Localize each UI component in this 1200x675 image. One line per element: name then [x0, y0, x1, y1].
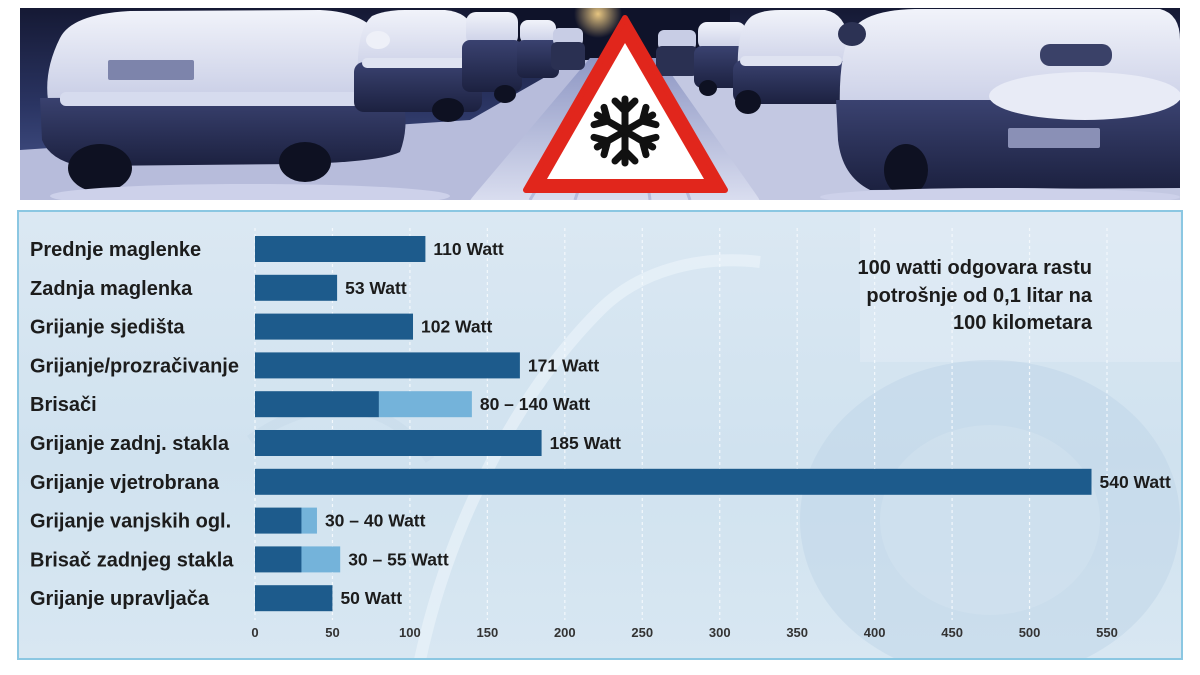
- car: [517, 20, 559, 78]
- car: [656, 30, 698, 76]
- category-label: Grijanje zadnj. stakla: [30, 433, 230, 455]
- bar-range: [301, 507, 317, 534]
- category-label: Prednje maglenke: [30, 239, 201, 261]
- value-label: 50 Watt: [340, 588, 402, 608]
- category-label: Brisač zadnjeg stakla: [30, 549, 234, 571]
- bar: [255, 236, 426, 262]
- bar: [255, 313, 414, 340]
- warning-sign: [523, 15, 728, 193]
- bar: [255, 430, 542, 456]
- category-label: Grijanje sjedišta: [30, 317, 185, 339]
- bar: [255, 391, 379, 418]
- category-label: Zadnja maglenka: [30, 278, 193, 300]
- value-label: 185 Watt: [550, 433, 621, 453]
- category-label: Grijanje upravljača: [30, 588, 210, 610]
- x-tick-label: 200: [554, 625, 576, 640]
- bar: [255, 507, 302, 534]
- banner-photo: [20, 8, 1180, 200]
- bar: [255, 274, 338, 301]
- value-label: 171 Watt: [528, 355, 599, 375]
- annotation-line: potrošnje od 0,1 litar na: [866, 285, 1092, 307]
- bar-range: [378, 391, 472, 418]
- value-label: 110 Watt: [433, 239, 504, 259]
- car: [733, 10, 848, 114]
- car: [551, 28, 585, 70]
- bar: [255, 585, 333, 612]
- bar: [255, 352, 520, 379]
- ground-snow: [50, 184, 450, 200]
- x-tick-label: 250: [631, 625, 653, 640]
- annotation-line: 100 kilometara: [953, 312, 1093, 334]
- x-tick-label: 400: [864, 625, 886, 640]
- value-label: 540 Watt: [1100, 472, 1171, 492]
- bar: [255, 468, 1092, 495]
- value-label: 30 – 55 Watt: [348, 549, 449, 569]
- x-tick-label: 100: [399, 625, 421, 640]
- category-label: Grijanje vanjskih ogl.: [30, 511, 231, 533]
- car: [836, 9, 1180, 196]
- bar-range: [301, 546, 341, 573]
- car: [354, 10, 482, 122]
- x-tick-label: 50: [325, 625, 339, 640]
- bar: [255, 546, 302, 573]
- value-label: 53 Watt: [345, 278, 407, 298]
- category-label: Brisači: [30, 394, 97, 416]
- x-tick-label: 0: [251, 625, 258, 640]
- chart-labels: 0 50 100 150 200 250 300 350 400 450 500 550 Prednje…: [30, 239, 1171, 640]
- car: [462, 12, 522, 103]
- x-tick-label: 350: [786, 625, 808, 640]
- category-label: Grijanje/prozračivanje: [30, 355, 239, 377]
- annotation-line: 100 watti odgovara rastu: [857, 257, 1092, 279]
- value-label: 30 – 40 Watt: [325, 511, 426, 531]
- value-label: 102 Watt: [421, 317, 492, 337]
- x-tick-label: 150: [477, 625, 499, 640]
- x-tick-label: 300: [709, 625, 731, 640]
- annotation: 100 watti odgovara rastu potrošnje od 0,…: [857, 257, 1092, 334]
- value-label: 80 – 140 Watt: [480, 394, 590, 414]
- category-label: Grijanje vjetrobrana: [30, 472, 220, 494]
- ground-snow: [820, 188, 1180, 200]
- background-photo-shape: [860, 212, 1180, 362]
- bars: [255, 236, 1092, 612]
- x-tick-label: 450: [941, 625, 963, 640]
- x-tick-label: 500: [1019, 625, 1041, 640]
- street-lamp-glow: [574, 8, 622, 38]
- background-photo-shape: [880, 425, 1100, 615]
- background-photo-shape: [414, 254, 761, 658]
- snowflake-icon: [590, 95, 660, 167]
- x-tick-label: 550: [1096, 625, 1118, 640]
